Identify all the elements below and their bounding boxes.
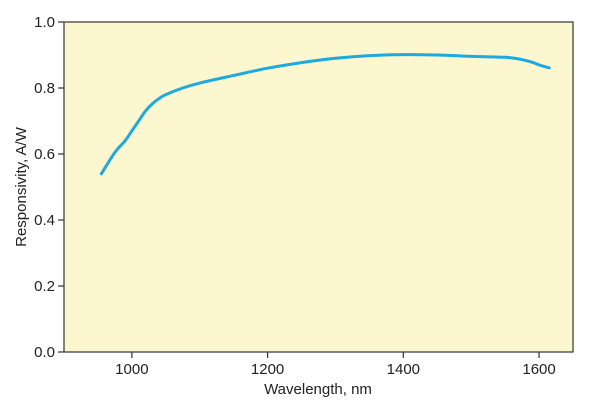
plot-area [63, 21, 574, 353]
x-axis-title: Wavelength, nm [264, 381, 372, 398]
data-point [113, 151, 117, 154]
y-tick-label: 0.6 [34, 146, 55, 163]
data-point [198, 81, 201, 85]
data-point [151, 102, 154, 106]
data-point [402, 53, 405, 56]
y-axis-ticks: 0.0 0.2 0.4 0.6 0.8 1.0 [34, 14, 64, 361]
data-point [181, 86, 184, 90]
data-point [517, 57, 520, 61]
data-points [100, 53, 551, 175]
y-tick-label: 0.4 [34, 212, 55, 229]
data-point [157, 97, 161, 100]
x-tick-label: 1200 [251, 361, 284, 378]
y-tick-label: 0.8 [34, 80, 55, 97]
y-tick-label: 0.2 [34, 278, 55, 295]
data-point [137, 119, 140, 123]
data-point [368, 54, 371, 57]
data-point [537, 63, 541, 67]
data-point [144, 109, 147, 113]
data-point [164, 93, 167, 96]
data-point [334, 57, 337, 60]
y-axis-title: Responsivity, A/W [13, 126, 30, 247]
data-point [503, 56, 507, 59]
x-axis-ticks: 1000 1200 1400 1600 [115, 352, 556, 378]
x-tick-label: 1000 [115, 361, 148, 378]
data-point [300, 61, 303, 64]
data-point [232, 74, 235, 77]
data-point [470, 55, 473, 58]
data-point [548, 66, 551, 70]
data-point [531, 61, 534, 64]
x-tick-label: 1600 [522, 361, 555, 378]
data-point [130, 129, 134, 133]
data-point [123, 139, 127, 142]
y-tick-label: 0.0 [34, 344, 55, 361]
data-point [100, 172, 103, 175]
x-tick-label: 1400 [387, 361, 420, 378]
data-point [266, 67, 269, 70]
data-point [436, 53, 439, 57]
y-tick-label: 1.0 [34, 14, 55, 31]
